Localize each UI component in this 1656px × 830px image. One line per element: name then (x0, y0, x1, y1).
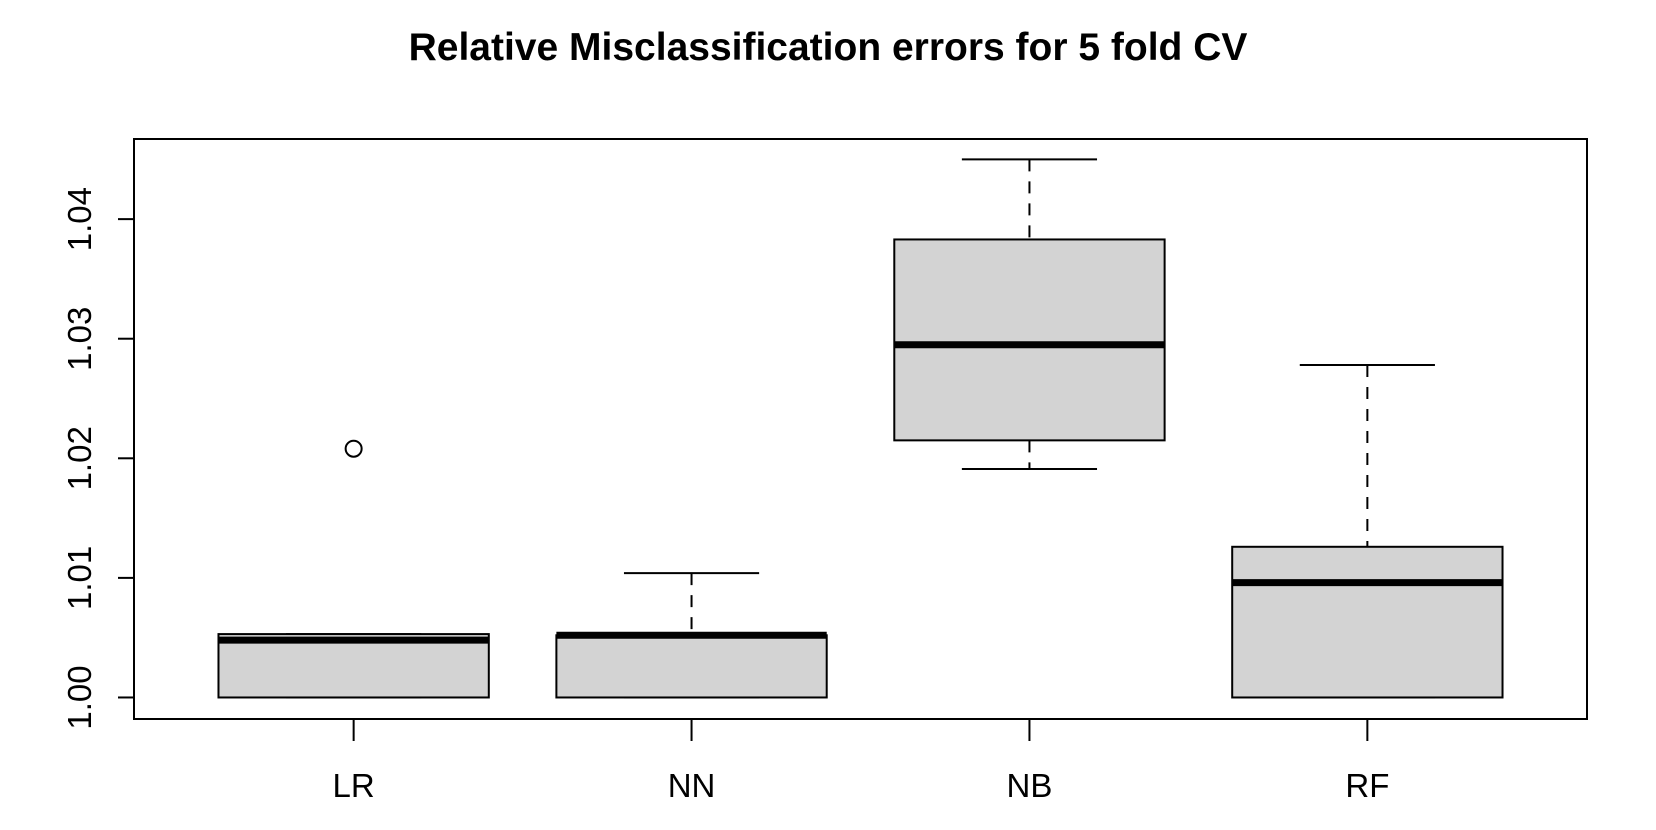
box-lr (217, 439, 490, 699)
outlier-point (344, 439, 363, 458)
box-rf (1231, 364, 1504, 699)
y-tick-label: 1.01 (61, 546, 98, 610)
y-axis: 1.00 1.01 1.02 1.03 1.04 (61, 187, 134, 730)
iqr-box (1231, 545, 1504, 699)
y-tick-label: 1.03 (61, 307, 98, 371)
x-tick-label: NN (668, 767, 716, 804)
plot-frame (133, 138, 1588, 720)
y-tick-label: 1.02 (61, 426, 98, 490)
chart-title: Relative Misclassification errors for 5 … (408, 26, 1248, 69)
iqr-box (555, 634, 828, 699)
x-tick-label: LR (333, 767, 375, 804)
x-axis: LR NN NB RF (333, 719, 1389, 804)
x-tick-label: NB (1007, 767, 1053, 804)
box-nn (555, 572, 828, 699)
iqr-box (893, 238, 1166, 442)
iqr-box (217, 633, 490, 699)
boxes-group (217, 158, 1504, 699)
x-tick-label: RF (1345, 767, 1389, 804)
box-nb (893, 158, 1166, 471)
y-tick-label: 1.00 (61, 665, 98, 729)
y-tick-label: 1.04 (61, 187, 98, 251)
